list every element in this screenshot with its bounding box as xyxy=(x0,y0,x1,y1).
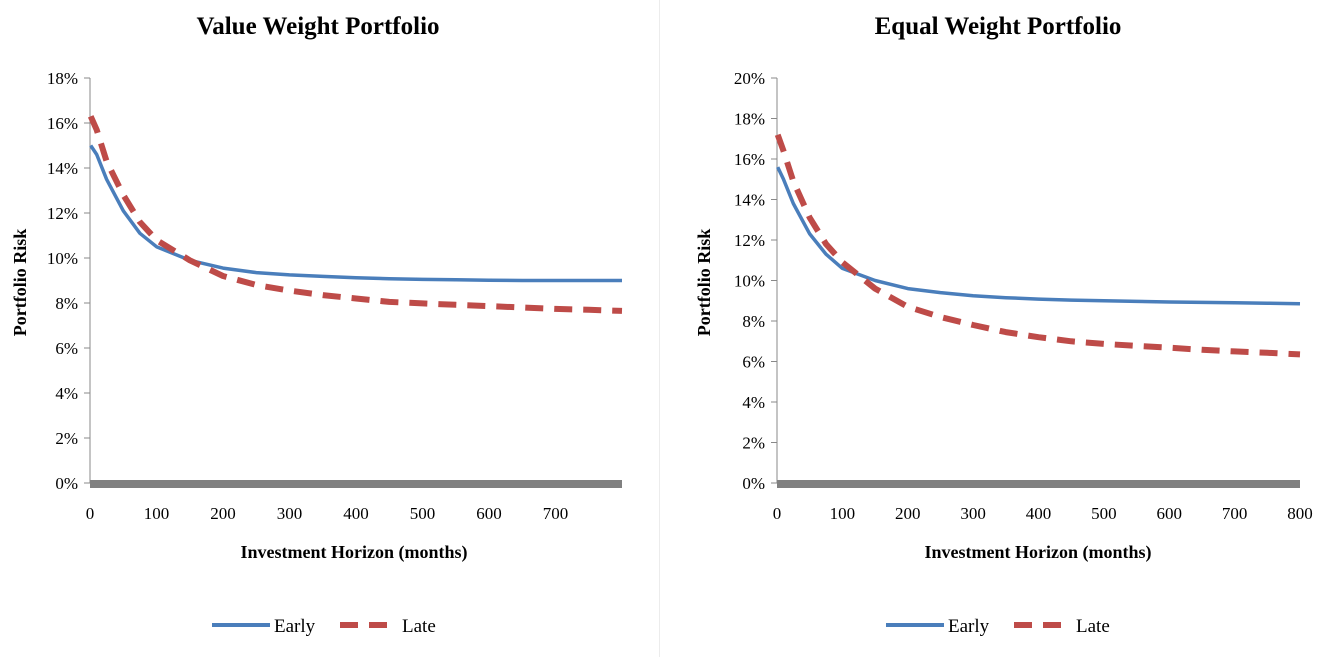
y-tick-label: 14% xyxy=(47,159,78,178)
x-tick-label: 700 xyxy=(543,504,569,523)
y-tick-label: 18% xyxy=(734,110,765,129)
series-line-late xyxy=(774,133,1301,358)
y-tick-label: 12% xyxy=(47,204,78,223)
legend-label-early: Early xyxy=(948,616,990,637)
x-tick-label: 200 xyxy=(210,504,236,523)
legend-label-early: Early xyxy=(274,616,316,637)
y-axis-label: Portfolio Risk xyxy=(694,229,714,337)
x-tick-label: 300 xyxy=(277,504,303,523)
series-line-early xyxy=(776,166,1301,306)
y-tick-label: 4% xyxy=(55,384,78,403)
equal-weight-chart: Equal Weight Portfolio 0% 2% 4% 6% 8% 10% 12% 14… xyxy=(694,13,1313,637)
x-axis-baseline xyxy=(777,480,1300,488)
value-weight-chart: Value Weight Portfolio 0% 2% 4% 6% 8% 10% 12% 14… xyxy=(10,13,623,637)
series-line-early xyxy=(89,144,622,283)
chart-title: Value Weight Portfolio xyxy=(196,13,439,40)
y-tick-label: 10% xyxy=(47,249,78,268)
x-axis-label: Investment Horizon (months) xyxy=(241,542,468,563)
panel-divider xyxy=(659,0,660,657)
y-tick-label: 20% xyxy=(734,69,765,88)
x-tick-label: 500 xyxy=(1091,504,1117,523)
y-tick-label: 12% xyxy=(734,231,765,250)
x-tick-label: 0 xyxy=(86,504,95,523)
x-axis-baseline xyxy=(90,480,622,488)
x-tick-label: 400 xyxy=(1026,504,1052,523)
x-tick-label: 600 xyxy=(476,504,502,523)
x-axis-label: Investment Horizon (months) xyxy=(925,542,1152,563)
y-axis-label: Portfolio Risk xyxy=(10,229,30,337)
x-tick-label: 800 xyxy=(1287,504,1313,523)
x-tick-label: 300 xyxy=(960,504,986,523)
y-tick-label: 8% xyxy=(742,312,765,331)
y-tick-label: 6% xyxy=(742,353,765,372)
y-tick-label: 14% xyxy=(734,191,765,210)
y-tick-label: 0% xyxy=(742,474,765,493)
y-tick-label: 16% xyxy=(734,150,765,169)
x-tick-label: 200 xyxy=(895,504,921,523)
legend-label-late: Late xyxy=(402,616,436,637)
x-tick-label: 500 xyxy=(410,504,436,523)
x-tick-label: 100 xyxy=(830,504,856,523)
y-tick-label: 16% xyxy=(47,114,78,133)
y-tick-label: 8% xyxy=(55,294,78,313)
y-tick-label: 2% xyxy=(742,434,765,453)
y-tick-label: 18% xyxy=(47,69,78,88)
y-tick-label: 6% xyxy=(55,339,78,358)
y-tick-label: 0% xyxy=(55,474,78,493)
x-tick-label: 600 xyxy=(1157,504,1183,523)
legend-label-late: Late xyxy=(1076,616,1110,637)
x-tick-label: 400 xyxy=(343,504,369,523)
chart-title: Equal Weight Portfolio xyxy=(875,13,1122,40)
equal-weight-chart-panel: Equal Weight Portfolio 0% 2% 4% 6% 8% 10% 12% 14… xyxy=(660,0,1341,657)
y-tick-label: 4% xyxy=(742,393,765,412)
series-line-late xyxy=(87,115,623,314)
y-tick-label: 10% xyxy=(734,272,765,291)
value-weight-chart-panel: Value Weight Portfolio 0% 2% 4% 6% 8% 10% 12% 14… xyxy=(0,0,660,657)
x-tick-label: 700 xyxy=(1222,504,1248,523)
x-tick-label: 0 xyxy=(773,504,782,523)
x-tick-label: 100 xyxy=(144,504,170,523)
y-tick-label: 2% xyxy=(55,429,78,448)
